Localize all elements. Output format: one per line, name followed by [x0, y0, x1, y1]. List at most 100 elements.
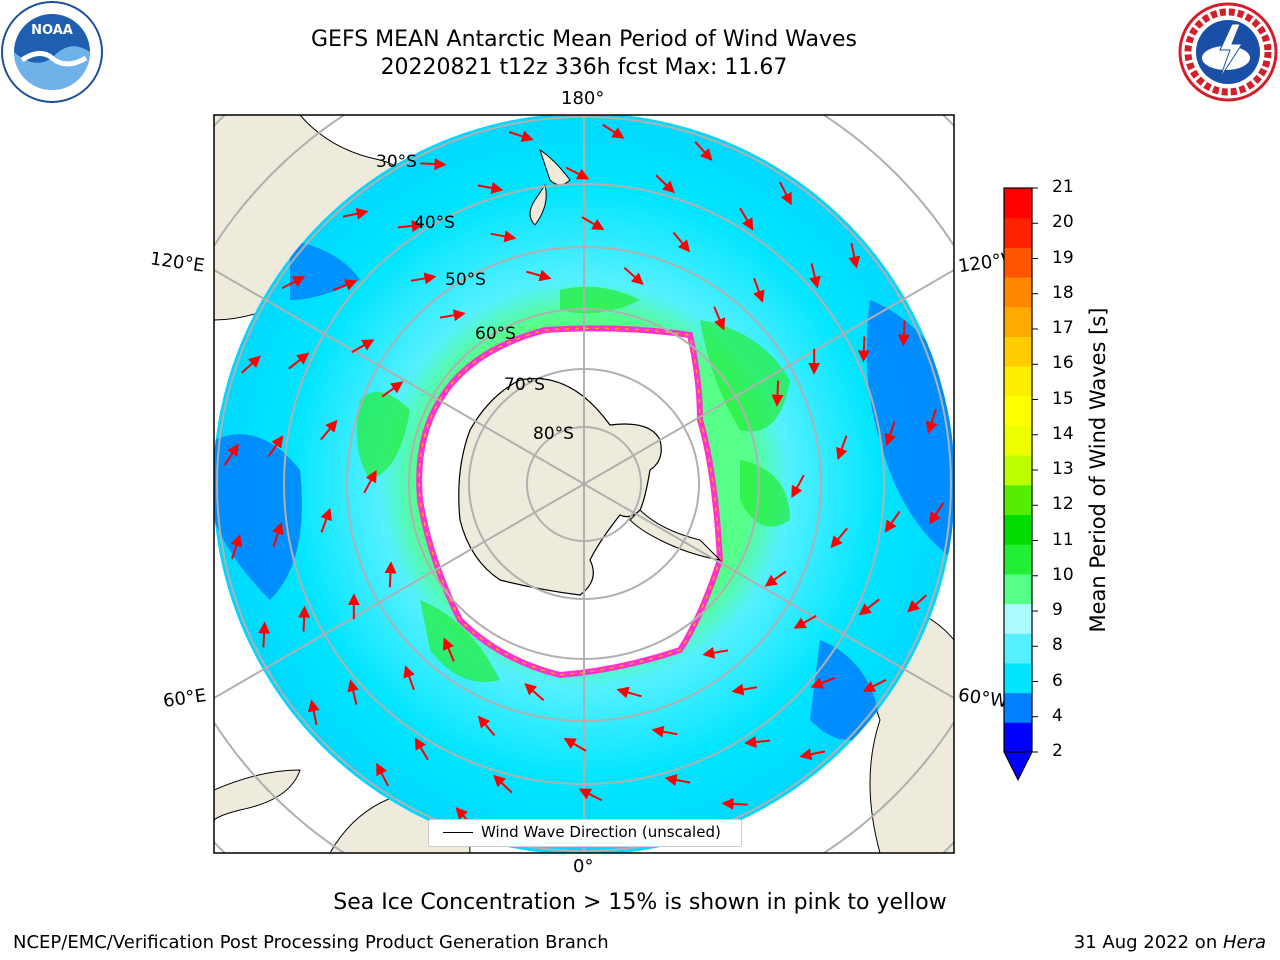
wind-wave-arrow	[397, 220, 424, 232]
wind-wave-arrow	[713, 306, 726, 331]
wind-wave-arrow	[320, 507, 332, 533]
colorbar-extend-triangle	[1003, 751, 1033, 782]
wind-wave-arrow	[439, 309, 466, 322]
wind-wave-arrow	[602, 123, 625, 139]
lat-label-50s: 50°S	[445, 270, 486, 290]
wind-wave-arrow	[347, 679, 359, 705]
colorbar-tick-label: 6	[1052, 670, 1063, 691]
map-legend: Wind Wave Direction (unscaled)	[428, 819, 742, 847]
lat-label-40s: 40°S	[414, 213, 455, 233]
colorbar-segment	[1004, 484, 1032, 516]
wind-wave-arrow	[809, 263, 821, 289]
wind-wave-arrow	[672, 231, 691, 253]
lon-label-180: 180°	[561, 88, 605, 109]
wind-wave-arrow	[929, 502, 945, 525]
colorbar-segment	[1004, 722, 1032, 753]
colorbar-tick-label: 11	[1052, 529, 1074, 550]
colorbar-tick-label: 13	[1052, 459, 1074, 479]
wind-wave-arrow	[799, 748, 826, 761]
wind-wave-arrow	[884, 510, 901, 533]
wind-wave-arrow	[694, 141, 713, 161]
wind-wave-arrow	[376, 762, 389, 787]
colorbar-segment	[1004, 455, 1032, 486]
wind-wave-arrow	[907, 594, 927, 613]
wind-wave-arrow	[526, 269, 552, 282]
wind-wave-arrow	[381, 381, 404, 398]
wind-wave-arrow	[623, 267, 644, 285]
noaa-logo: NOAA	[1, 1, 103, 103]
wind-wave-arrow	[744, 736, 771, 748]
wind-wave-arrow	[307, 699, 320, 726]
wind-wave-arrow	[442, 637, 455, 662]
wind-wave-arrow	[702, 646, 729, 659]
colorbar-segment	[1004, 633, 1032, 664]
wind-wave-arrows	[223, 123, 945, 845]
wind-wave-arrow	[508, 130, 534, 143]
colorbar-segment	[1004, 662, 1032, 694]
wind-wave-arrow	[810, 676, 836, 689]
footer-host: Hera	[1222, 932, 1266, 953]
wind-wave-arrow	[565, 166, 590, 180]
map-frame	[213, 114, 955, 854]
chart-subtitle: 20220821 t12z 336h fcst Max: 11.67	[380, 55, 788, 80]
colorbar-segment	[1004, 425, 1032, 456]
colorbar-tick-label: 21	[1052, 177, 1074, 197]
colorbar-segment	[1004, 336, 1032, 367]
colorbar-segment	[1004, 603, 1032, 634]
wind-wave-arrow	[884, 421, 896, 446]
wind-wave-arrow	[731, 683, 758, 696]
footer-credit: NCEP/EMC/Verification Post Processing Pr…	[13, 932, 609, 953]
colorbar-tick-label: 19	[1052, 247, 1074, 268]
graticule	[214, 115, 954, 853]
wind-wave-arrow	[241, 355, 261, 374]
wind-wave-arrow	[490, 230, 517, 243]
wind-wave-arrow	[332, 279, 358, 292]
colorbar-label: Mean Period of Wind Waves [s]	[1086, 307, 1110, 633]
wind-wave-arrow	[414, 737, 429, 761]
wind-wave-arrow	[384, 561, 397, 588]
wind-wave-arrow	[298, 605, 311, 632]
lat-label-80s: 80°S	[533, 424, 574, 444]
colorbar-tick-label: 14	[1052, 423, 1074, 444]
nws-logo	[1178, 2, 1278, 102]
colorbar-tick-label: 16	[1052, 353, 1074, 374]
wind-wave-arrow	[477, 182, 504, 194]
colorbar-tick-label: 15	[1052, 388, 1074, 409]
colorbar-tick-label: 4	[1052, 705, 1063, 726]
colorbar-tick-label: 8	[1052, 635, 1063, 656]
wind-wave-arrow	[320, 419, 338, 441]
wind-wave-arrow	[848, 242, 861, 269]
wind-wave-arrow	[281, 276, 306, 289]
colorbar-tick-label: 12	[1052, 494, 1074, 515]
wind-wave-arrow	[925, 408, 938, 434]
colorbar-segment	[1004, 247, 1032, 278]
colorbar-tick-label: 20	[1052, 212, 1074, 233]
wind-wave-arrow	[403, 665, 415, 691]
colorbar-tick-label: 9	[1052, 600, 1063, 620]
colorbar-segment	[1004, 692, 1032, 723]
colorbar-segment	[1004, 188, 1032, 219]
wind-wave-arrow	[563, 737, 587, 752]
colorbar-segment	[1004, 395, 1032, 426]
wind-wave-arrow	[351, 339, 375, 354]
wind-wave-arrow	[258, 621, 271, 648]
svg-text:NOAA: NOAA	[31, 23, 73, 38]
colorbar-segment	[1004, 306, 1032, 337]
wind-wave-arrow	[223, 443, 239, 466]
wind-wave-arrow	[771, 380, 784, 407]
lon-label-0: 0°	[573, 856, 594, 877]
wind-wave-arrow	[858, 598, 880, 616]
wind-wave-arrow	[410, 272, 437, 285]
wind-wave-arrow	[524, 683, 545, 701]
wind-wave-arrow	[272, 522, 284, 547]
wind-wave-arrow	[420, 158, 447, 171]
colorbar-tick-label: 17	[1052, 318, 1074, 338]
wind-wave-arrow	[793, 614, 817, 629]
wind-wave-arrow	[830, 527, 848, 549]
wind-wave-arrow	[897, 320, 910, 347]
wind-wave-arrow	[342, 207, 369, 220]
legend-label: Wind Wave Direction (unscaled)	[481, 823, 721, 841]
wind-wave-arrow	[493, 774, 513, 794]
legend-line-sample	[443, 832, 473, 833]
